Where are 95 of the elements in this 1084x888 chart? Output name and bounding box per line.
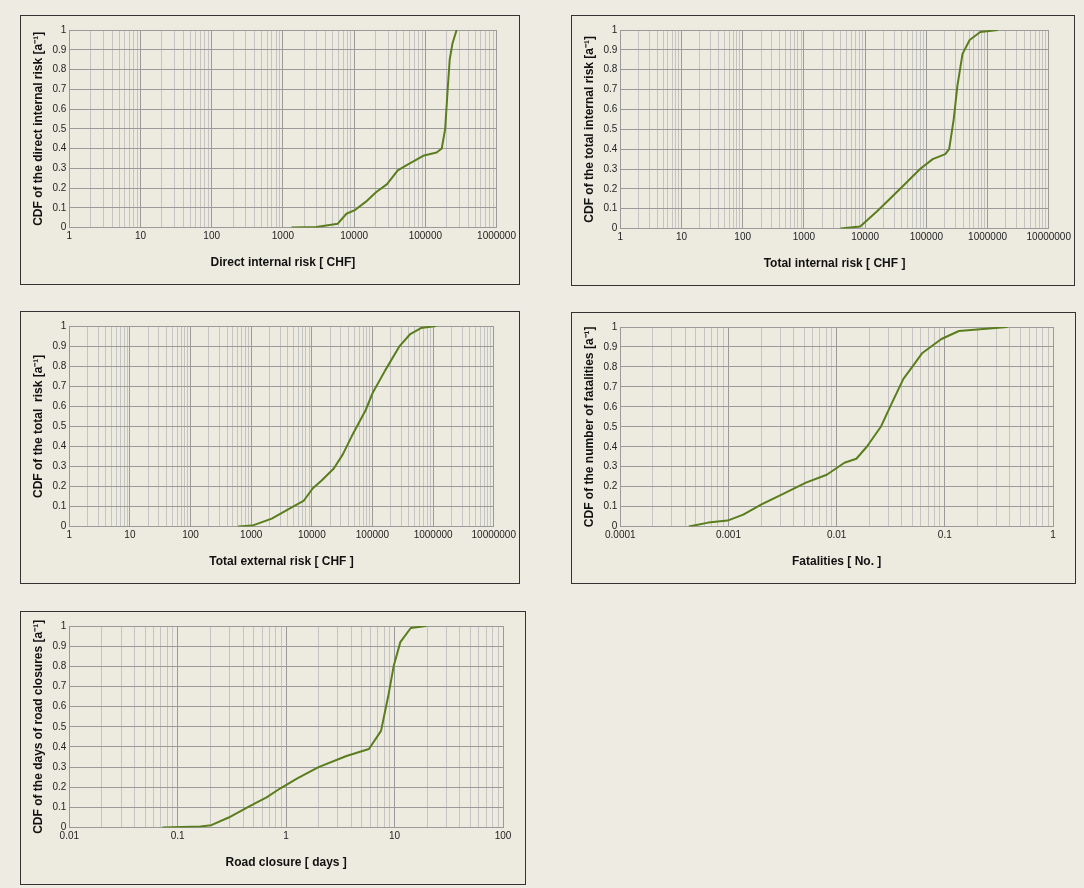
x-tick-label: 0.0001: [605, 529, 637, 541]
y-tick-label: 1: [60, 23, 67, 35]
y-tick-label: 0.8: [603, 360, 618, 372]
x-tick-label: 10: [134, 230, 147, 242]
y-tick-label: 0.4: [52, 142, 67, 154]
x-tick-label: 10000000: [1026, 231, 1072, 243]
y-tick-label: 0.9: [52, 43, 67, 55]
y-tick-label: 0.8: [603, 63, 618, 75]
x-tick-label: 10000: [340, 230, 369, 242]
x-tick-label: 1: [1050, 529, 1057, 541]
y-tick-label: 0.7: [52, 83, 67, 95]
x-tick-label: 10000000: [471, 529, 517, 541]
y-tick-label: 0.2: [603, 182, 618, 194]
y-tick-label: 0: [611, 520, 618, 532]
x-tick-label: 0.1: [170, 830, 186, 842]
y-tick-label: 0.8: [52, 63, 67, 75]
y-tick-label: 0.8: [52, 359, 67, 371]
y-tick-label: 0.2: [52, 480, 67, 492]
y-axis-title: CDF of the total risk [a⁻¹]: [30, 354, 45, 498]
x-tick-label: 100: [734, 231, 752, 243]
y-tick-label: 0: [60, 221, 67, 233]
y-tick-label: 0.8: [52, 660, 67, 672]
x-tick-label: 100000: [408, 230, 443, 242]
y-tick-label: 0.1: [52, 201, 67, 213]
x-tick-label: 0.01: [826, 529, 847, 541]
y-tick-label: 0.5: [603, 420, 618, 432]
x-tick-label: 1000000: [968, 231, 1008, 243]
x-tick-label: 10: [675, 231, 688, 243]
y-tick-label: 0.6: [52, 399, 67, 411]
y-tick-label: 0.3: [52, 162, 67, 174]
x-tick-label: 0.01: [59, 830, 80, 842]
y-tick-label: 0.7: [52, 379, 67, 391]
y-axis-title: CDF of the direct internal risk [a⁻¹]: [30, 31, 45, 226]
y-tick-label: 0.6: [52, 700, 67, 712]
y-tick-label: 0.7: [603, 380, 618, 392]
y-axis-title: CDF of the number of fatalities [a⁻¹]: [581, 326, 596, 528]
y-tick-label: 0.5: [52, 122, 67, 134]
y-tick-label: 0.6: [603, 400, 618, 412]
y-tick-label: 0.1: [52, 500, 67, 512]
x-tick-label: 1: [283, 830, 290, 842]
x-axis-title: Fatalities [ No. ]: [791, 554, 882, 569]
x-axis-title: Total external risk [ CHF ]: [209, 554, 354, 569]
y-tick-label: 0.7: [603, 83, 618, 95]
x-tick-label: 10: [389, 830, 401, 842]
y-tick-label: 1: [60, 619, 67, 631]
y-tick-label: 0.7: [52, 680, 67, 692]
y-tick-label: 0.5: [603, 123, 618, 135]
x-tick-label: 10: [124, 529, 136, 541]
y-tick-label: 0.3: [52, 760, 67, 772]
y-tick-label: 0.1: [603, 500, 618, 512]
y-tick-label: 0.1: [603, 202, 618, 214]
y-tick-label: 0.9: [52, 339, 67, 351]
x-tick-label: 1000000: [413, 529, 454, 541]
x-tick-label: 100000: [909, 231, 944, 243]
y-tick-label: 0.9: [603, 340, 618, 352]
y-tick-label: 0.3: [603, 162, 618, 174]
y-tick-label: 0: [611, 222, 618, 234]
y-tick-label: 0.3: [603, 460, 618, 472]
y-tick-label: 0.1: [52, 801, 67, 813]
y-tick-label: 0.9: [603, 43, 618, 55]
y-tick-label: 1: [611, 23, 618, 35]
x-axis-title: Road closure [ days ]: [225, 855, 347, 870]
y-tick-label: 0.2: [52, 181, 67, 193]
x-tick-label: 100: [203, 230, 221, 242]
x-tick-label: 100: [182, 529, 200, 541]
x-tick-label: 1000: [240, 529, 263, 541]
x-tick-label: 10000: [297, 529, 327, 541]
y-tick-label: 0.4: [603, 142, 618, 154]
y-tick-label: 0.3: [52, 460, 67, 472]
y-tick-label: 0: [60, 821, 67, 833]
y-tick-label: 0.2: [603, 480, 618, 492]
x-tick-label: 0.1: [937, 529, 953, 541]
x-tick-label: 1000: [792, 231, 816, 243]
y-tick-label: 1: [60, 319, 67, 331]
x-axis-title: Direct internal risk [ CHF]: [210, 255, 356, 270]
y-tick-label: 0.6: [52, 102, 67, 114]
y-axis-title: CDF of the total internal risk [a⁻¹]: [581, 35, 596, 223]
y-tick-label: 0.9: [52, 639, 67, 651]
y-tick-label: 0.6: [603, 103, 618, 115]
y-tick-label: 1: [611, 320, 618, 332]
y-tick-label: 0.5: [52, 720, 67, 732]
y-tick-label: 0.2: [52, 781, 67, 793]
y-axis-title: CDF of the days of road closures [a⁻¹]: [30, 619, 45, 834]
y-tick-label: 0.4: [603, 440, 618, 452]
y-tick-label: 0.5: [52, 420, 67, 432]
x-tick-label: 100000: [355, 529, 390, 541]
y-tick-label: 0.4: [52, 440, 67, 452]
x-tick-label: 100: [494, 830, 512, 842]
x-tick-label: 0.001: [715, 529, 742, 541]
y-tick-label: 0: [60, 520, 67, 532]
x-tick-label: 1000: [271, 230, 295, 242]
x-axis-title: Total internal risk [ CHF ]: [763, 256, 906, 271]
y-tick-label: 0.4: [52, 740, 67, 752]
x-tick-label: 1000000: [477, 230, 517, 242]
x-tick-label: 10000: [851, 231, 880, 243]
